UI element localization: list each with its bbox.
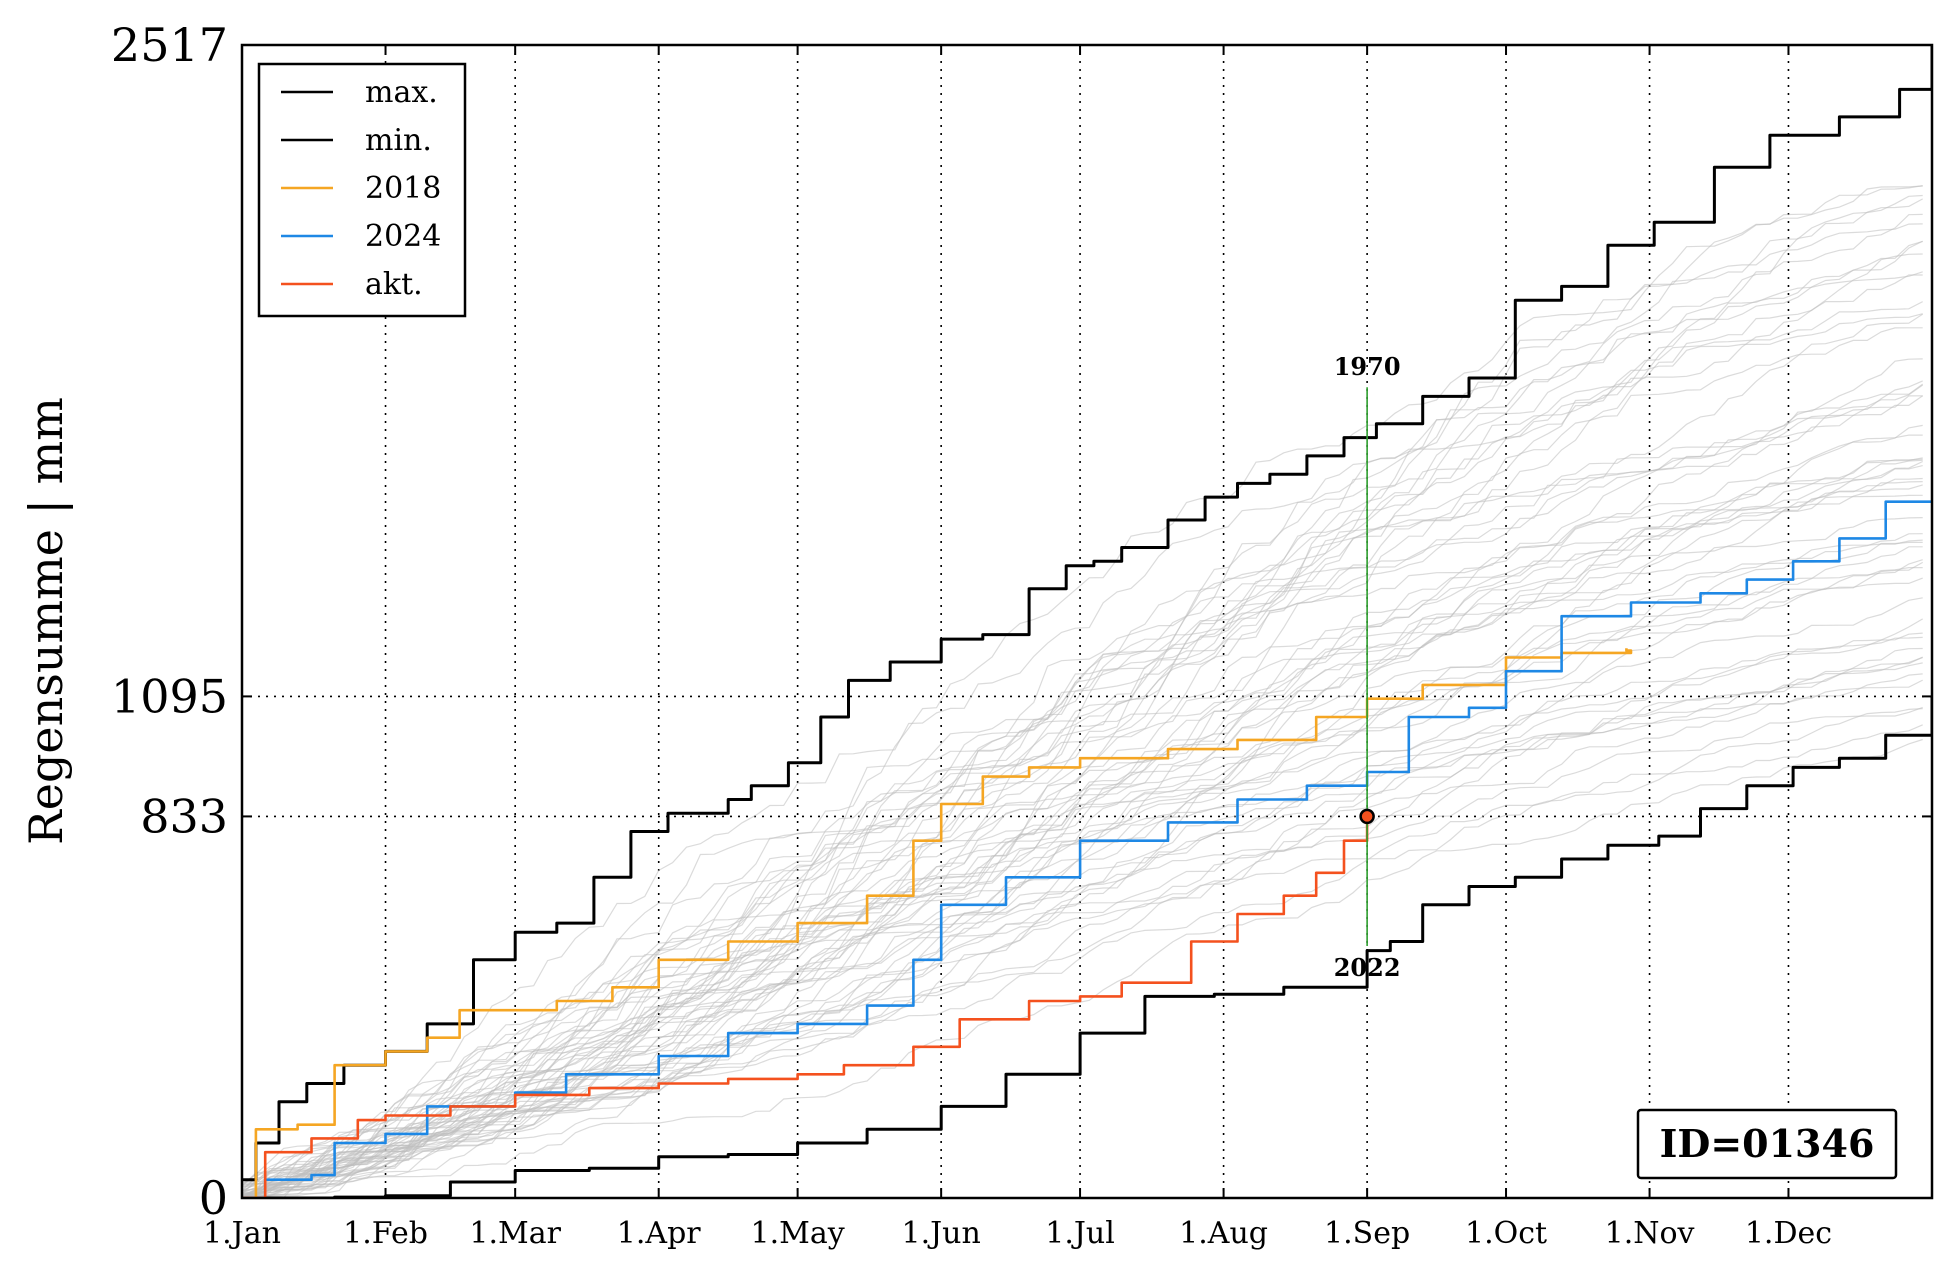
range-bottom-label: 2022 — [1334, 953, 1401, 982]
series-line-2024 — [242, 500, 1932, 1198]
x-tick-label: 1.Sep — [1324, 1216, 1410, 1251]
historical-year-line — [242, 458, 1923, 1195]
x-tick-label: 1.Feb — [343, 1216, 428, 1251]
historical-year-line — [242, 327, 1923, 1195]
range-top-label: 1970 — [1334, 352, 1401, 381]
id-badge: ID=01346 — [1636, 1108, 1898, 1180]
historical-year-line — [242, 738, 1923, 1196]
historical-year-line — [242, 384, 1924, 1187]
legend-label: akt. — [365, 267, 423, 302]
x-tick-label: 1.Jul — [1045, 1216, 1115, 1251]
historical-year-line — [242, 271, 1923, 1185]
id-badge-text: ID=01346 — [1660, 1121, 1875, 1166]
historical-year-line — [242, 647, 1923, 1197]
plot-frame — [240, 43, 1934, 1200]
legend: max. min. 2018 2024 akt. — [257, 62, 467, 318]
historical-year-line — [242, 185, 1923, 1185]
historical-year-line — [242, 459, 1923, 1198]
x-tick-label: 1.Oct — [1465, 1216, 1547, 1251]
historical-year-line — [242, 274, 1923, 1198]
x-tick-label: 1.Apr — [617, 1216, 701, 1251]
historical-year-line — [242, 395, 1924, 1197]
historical-year-line — [242, 636, 1923, 1198]
legend-label: 2024 — [365, 219, 441, 254]
y-tick-label: 0 — [199, 1171, 228, 1225]
historical-year-line — [242, 708, 1923, 1197]
y-axis-label: Regensumme | mm — [19, 397, 73, 845]
historical-year-line — [242, 662, 1923, 1195]
historical-year-line — [242, 706, 1923, 1194]
x-tick-label: 1.Dec — [1745, 1216, 1832, 1251]
historical-year-line — [242, 240, 1923, 1198]
x-tick-label: 1.Aug — [1179, 1216, 1268, 1251]
x-tick-label: 1.Nov — [1605, 1216, 1695, 1251]
historical-year-line — [242, 632, 1923, 1192]
x-tick-label: 1.Mar — [469, 1216, 561, 1251]
axis-ticks: 1.Jan 1.Feb 1.Mar 1.Apr 1.May 1.Jun 1.Jul 1.Aug… — [111, 18, 1932, 1251]
historical-year-line — [242, 577, 1923, 1192]
historical-year-line — [242, 597, 1923, 1198]
historical-years-lines — [242, 185, 1924, 1198]
current-value-marker — [1359, 808, 1375, 825]
historical-year-line — [242, 185, 1923, 1184]
series-line-min — [242, 696, 1932, 1198]
historical-year-line — [242, 313, 1923, 1185]
historical-year-line — [242, 484, 1923, 1197]
historical-year-line — [242, 253, 1923, 1198]
y-tick-label: 2517 — [111, 18, 228, 72]
x-tick-label: 1.May — [751, 1216, 845, 1251]
range-indicator: 1970 2022 — [1334, 352, 1401, 982]
series-line-max — [242, 45, 1932, 1182]
legend-label: max. — [365, 75, 438, 110]
historical-year-line — [242, 673, 1923, 1197]
x-tick-label: 1.Jan — [203, 1216, 281, 1251]
legend-label: 2018 — [365, 171, 441, 206]
historical-year-line — [242, 380, 1923, 1196]
historical-year-line — [242, 460, 1923, 1189]
historical-year-line — [242, 313, 1924, 1198]
historical-year-line — [242, 539, 1923, 1194]
historical-year-line — [242, 656, 1923, 1198]
historical-year-line — [242, 301, 1923, 1192]
historical-year-line — [242, 240, 1923, 1198]
historical-year-line — [242, 194, 1923, 1198]
grid-lines — [242, 45, 1932, 1198]
legend-label: min. — [365, 123, 432, 158]
historical-year-line — [242, 395, 1923, 1198]
historical-year-line — [242, 477, 1923, 1198]
historical-year-line — [242, 566, 1923, 1192]
historical-year-line — [242, 481, 1923, 1197]
series-line-akt — [242, 816, 1369, 1198]
series-line-2018 — [242, 648, 1633, 1198]
x-tick-label: 1.Jun — [902, 1216, 981, 1251]
legend-box — [257, 62, 467, 318]
historical-year-line — [242, 457, 1923, 1197]
historical-year-line — [242, 434, 1923, 1193]
series-lines — [242, 45, 1932, 1198]
y-tick-label: 833 — [140, 789, 228, 843]
historical-year-line — [242, 517, 1923, 1198]
y-tick-label: 1095 — [111, 669, 228, 723]
historical-year-line — [242, 559, 1923, 1197]
